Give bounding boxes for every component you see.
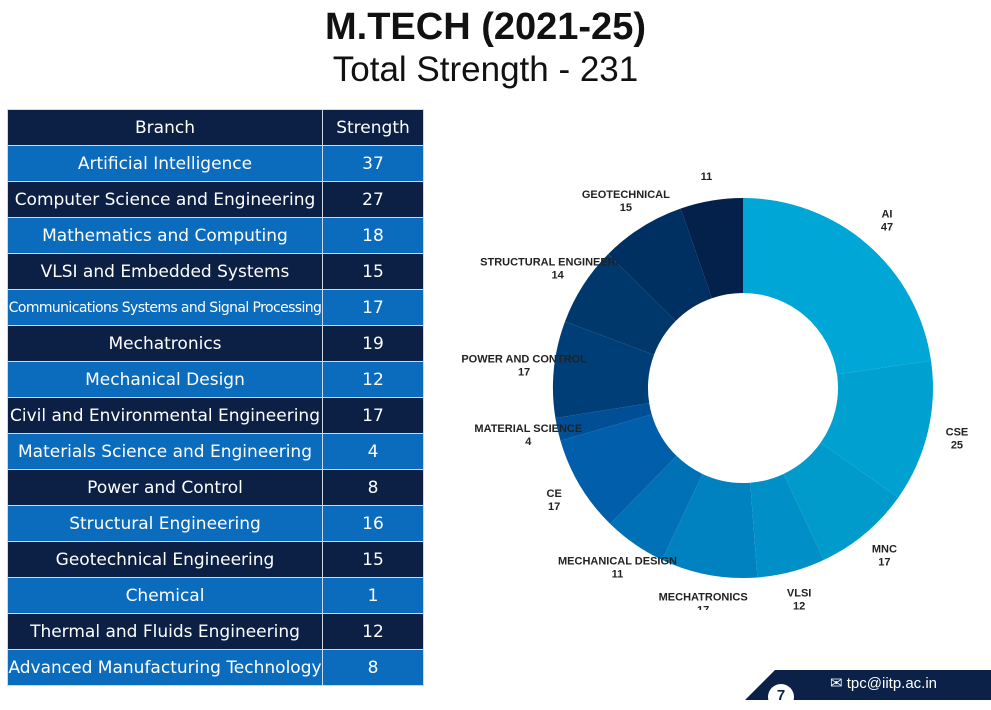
branch-cell: Chemical [7, 577, 323, 614]
email-text: tpc@iitp.ac.in [846, 675, 938, 692]
slice-ce [560, 414, 677, 524]
strength-cell: 1 [322, 577, 424, 614]
slice-structural-engineering [564, 254, 676, 355]
slice-mechatronics [662, 473, 758, 578]
slice-material-science [555, 403, 652, 441]
strength-cell: 37 [322, 145, 424, 182]
slice-label: THERMAL11 [680, 170, 734, 183]
header-strength: Strength [322, 109, 424, 146]
strength-cell: 18 [322, 217, 424, 254]
slice-label: VLSI 12 [787, 588, 811, 610]
table-row: Thermal and Fluids Engineering 12 [7, 613, 424, 650]
strength-cell: 12 [322, 361, 424, 398]
strength-cell: 17 [322, 289, 424, 326]
slice-label: STRUCTURAL ENGINEERING 14 [480, 256, 635, 281]
slice-label: GEOTECHNICAL 15 [582, 189, 670, 214]
slice-cse [820, 360, 933, 498]
slice-vlsi [750, 473, 824, 578]
branch-cell: Thermal and Fluids Engineering [7, 613, 323, 650]
slice-label: MECHATRONICS17 [659, 591, 748, 610]
strength-cell: 8 [322, 469, 424, 506]
slice-power-and-control [553, 321, 654, 419]
page-number: 7 [768, 684, 794, 710]
slice-label: MNC 17 [872, 544, 897, 569]
page-title: M.TECH (2021-25) [325, 6, 646, 48]
strength-cell: 27 [322, 181, 424, 218]
strength-cell: 16 [322, 505, 424, 542]
header-branch: Branch [7, 109, 323, 146]
branch-cell: Materials Science and Engineering [7, 433, 323, 470]
table-row: VLSI and Embedded Systems 15 [7, 253, 424, 290]
slice-label: AI 47 [881, 209, 893, 234]
table-row: Mechanical Design 12 [7, 361, 424, 398]
branch-cell: Advanced Manufacturing Technology [7, 649, 323, 686]
table-row: Civil and Environmental Engineering 17 [7, 397, 424, 434]
page-subtitle: Total Strength - 231 [332, 50, 639, 89]
table-row: Chemical 1 [7, 577, 424, 614]
slice-label: CE 17 [547, 488, 562, 513]
table-row: Mathematics and Computing 18 [7, 217, 424, 254]
slice-label: CSE 25 [946, 426, 969, 451]
branch-cell: VLSI and Embedded Systems [7, 253, 323, 290]
strength-cell: 19 [322, 325, 424, 362]
slice-ai [743, 198, 932, 375]
slice-mechanical-design [610, 455, 703, 560]
slice-thermal [680, 198, 743, 299]
slice-geotechnical [608, 208, 712, 322]
slice-mnc [783, 442, 899, 560]
branch-cell: Artificial Intelligence [7, 145, 323, 182]
table-row: Materials Science and Engineering 4 [7, 433, 424, 470]
slice-label: MECHANICAL DESIGN 11 [558, 556, 677, 581]
strength-cell: 15 [322, 253, 424, 290]
table-row: Advanced Manufacturing Technology 8 [7, 649, 424, 686]
strength-cell: 4 [322, 433, 424, 470]
table-row: Artificial Intelligence 37 [7, 145, 424, 182]
footer-email: ✉ tpc@iitp.ac.in [830, 674, 937, 692]
branch-cell: Structural Engineering [7, 505, 323, 542]
slice-label: MATERIAL SCIENCE 4 [474, 423, 582, 448]
table-row: Communications Systems and Signal Proces… [7, 289, 424, 326]
branch-cell: Power and Control [7, 469, 323, 506]
branch-cell: Mechatronics [7, 325, 323, 362]
strength-cell: 8 [322, 649, 424, 686]
table-row: Mechatronics 19 [7, 325, 424, 362]
table-row: Power and Control 8 [7, 469, 424, 506]
table-row: Geotechnical Engineering 15 [7, 541, 424, 578]
branch-cell: Civil and Environmental Engineering [7, 397, 323, 434]
branch-cell: Geotechnical Engineering [7, 541, 323, 578]
table-row: Computer Science and Engineering 27 [7, 181, 424, 218]
branch-strength-table: Branch Strength Artificial Intelligence 3… [7, 109, 424, 686]
slice-label: POWER AND CONTROL 17 [461, 353, 587, 378]
branch-cell: Computer Science and Engineering [7, 181, 323, 218]
branch-cell: Mechanical Design [7, 361, 323, 398]
branch-cell: Communications Systems and Signal Proces… [7, 289, 323, 326]
strength-cell: 17 [322, 397, 424, 434]
strength-cell: 15 [322, 541, 424, 578]
branch-cell: Mathematics and Computing [7, 217, 323, 254]
envelope-icon: ✉ [830, 675, 843, 692]
table-row: Structural Engineering 16 [7, 505, 424, 542]
strength-cell: 12 [322, 613, 424, 650]
